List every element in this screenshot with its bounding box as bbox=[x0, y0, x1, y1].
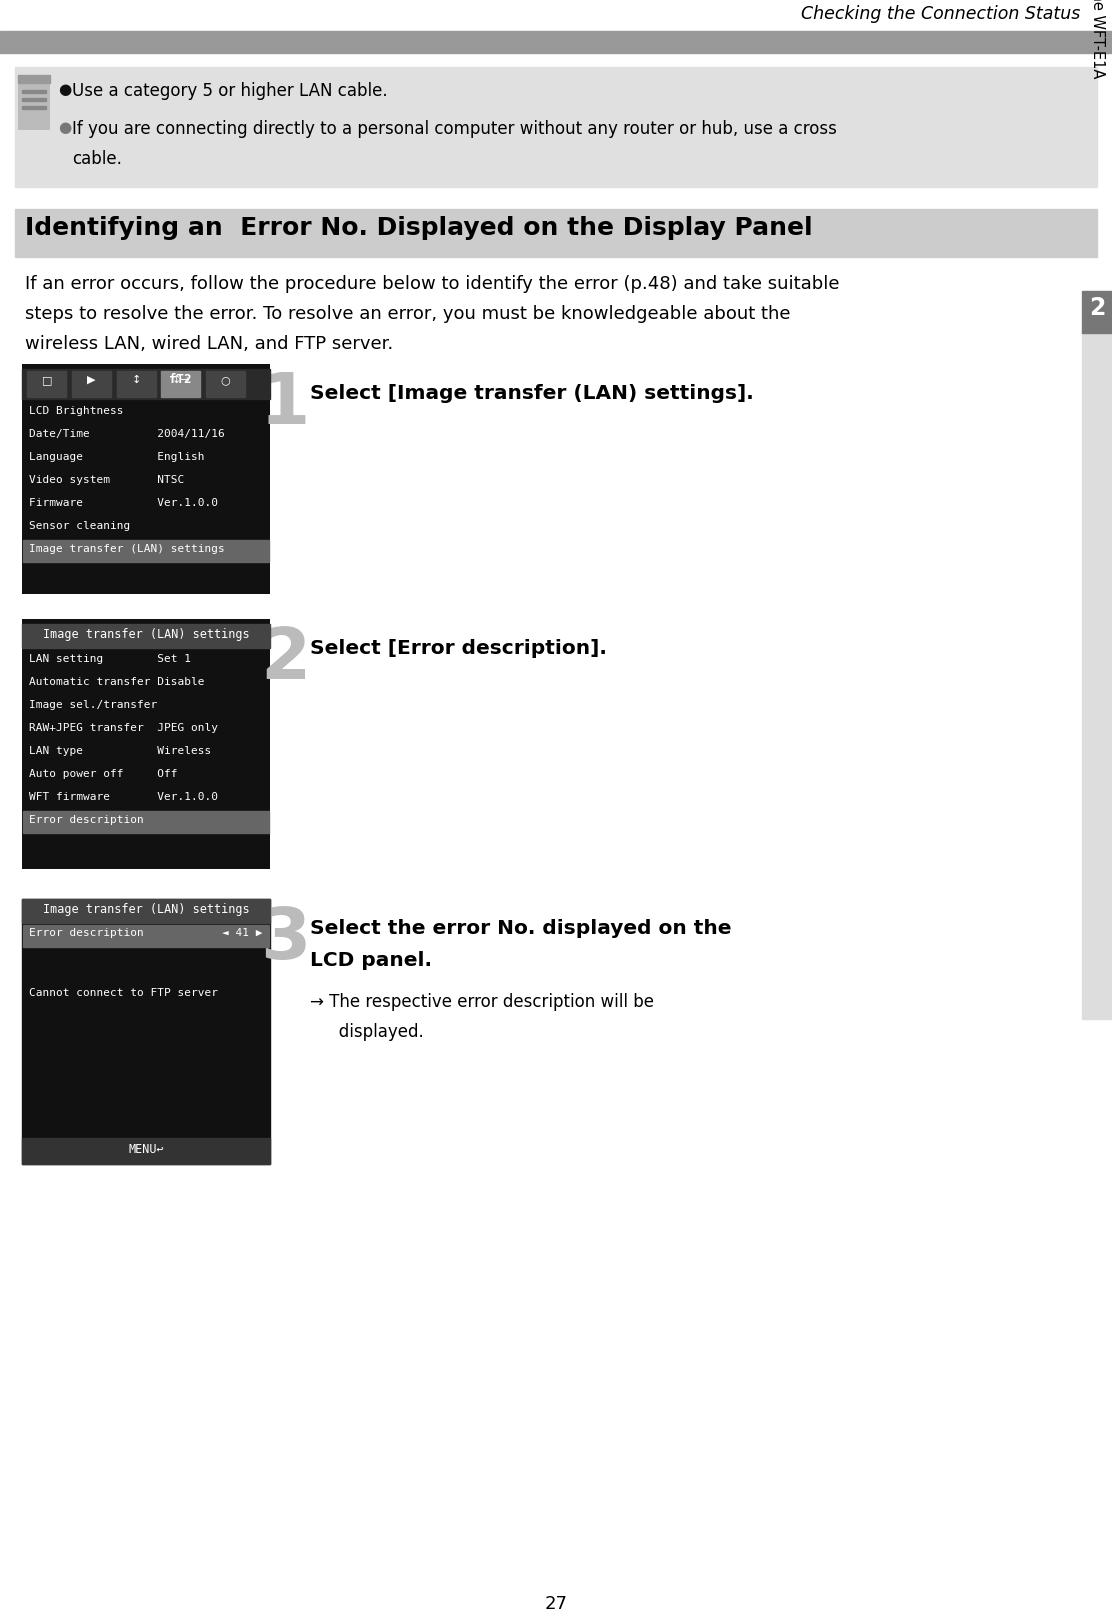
Text: Auto power off     Off: Auto power off Off bbox=[29, 768, 178, 778]
Bar bbox=[1082, 292, 1112, 334]
Text: Error description: Error description bbox=[29, 928, 143, 938]
Bar bbox=[0, 32, 1112, 53]
Bar bbox=[22, 370, 270, 400]
Text: Sensor cleaning: Sensor cleaning bbox=[29, 521, 130, 531]
Text: RAW+JPEG transfer  JPEG only: RAW+JPEG transfer JPEG only bbox=[29, 723, 218, 733]
Text: □: □ bbox=[41, 374, 52, 384]
Text: Video system       NTSC: Video system NTSC bbox=[29, 475, 185, 484]
Bar bbox=[23, 812, 269, 833]
Bar bbox=[72, 371, 111, 397]
Bar bbox=[117, 371, 156, 397]
Bar bbox=[18, 76, 50, 84]
Text: Error description: Error description bbox=[29, 815, 143, 825]
Bar bbox=[22, 899, 270, 1164]
Bar bbox=[1082, 334, 1112, 1020]
Bar bbox=[22, 107, 46, 110]
Text: fT2: fT2 bbox=[169, 373, 192, 386]
Text: displayed.: displayed. bbox=[322, 1022, 424, 1041]
Bar bbox=[22, 90, 46, 94]
Text: Identifying an  Error No. Displayed on the Display Panel: Identifying an Error No. Displayed on th… bbox=[24, 216, 813, 240]
Text: Image transfer (LAN) settings: Image transfer (LAN) settings bbox=[42, 902, 249, 915]
Text: If an error occurs, follow the procedure below to identify the error (p.48) and : If an error occurs, follow the procedure… bbox=[24, 274, 840, 292]
Text: Automatic transfer Disable: Automatic transfer Disable bbox=[29, 676, 205, 686]
Text: Select [Error description].: Select [Error description]. bbox=[310, 639, 607, 657]
Text: WFT firmware       Ver.1.0.0: WFT firmware Ver.1.0.0 bbox=[29, 791, 218, 802]
Bar bbox=[22, 625, 270, 649]
Text: 27: 27 bbox=[545, 1595, 567, 1612]
Bar bbox=[22, 98, 46, 102]
Text: Image sel./transfer: Image sel./transfer bbox=[29, 699, 157, 710]
Text: wireless LAN, wired LAN, and FTP server.: wireless LAN, wired LAN, and FTP server. bbox=[24, 334, 394, 353]
Text: 1: 1 bbox=[260, 370, 310, 439]
Text: Select [Image transfer (LAN) settings].: Select [Image transfer (LAN) settings]. bbox=[310, 384, 754, 404]
Text: cable.: cable. bbox=[72, 150, 122, 168]
Text: Language           English: Language English bbox=[29, 452, 205, 462]
Text: → The respective error description will be: → The respective error description will … bbox=[310, 993, 654, 1010]
Text: 2: 2 bbox=[260, 625, 310, 694]
Text: LCD Brightness: LCD Brightness bbox=[29, 405, 123, 416]
Bar bbox=[161, 371, 200, 397]
Bar bbox=[206, 371, 245, 397]
Text: ▶: ▶ bbox=[87, 374, 96, 384]
Bar bbox=[14, 210, 1098, 258]
Text: Setting Up the WFT-E1A: Setting Up the WFT-E1A bbox=[1090, 0, 1104, 77]
Text: LAN type           Wireless: LAN type Wireless bbox=[29, 746, 211, 755]
Text: steps to resolve the error. To resolve an error, you must be knowledgeable about: steps to resolve the error. To resolve a… bbox=[24, 305, 791, 323]
Text: Checking the Connection Status: Checking the Connection Status bbox=[801, 5, 1080, 23]
Text: ◄ 41 ▶: ◄ 41 ▶ bbox=[222, 928, 264, 938]
Text: If you are connecting directly to a personal computer without any router or hub,: If you are connecting directly to a pers… bbox=[72, 119, 837, 137]
Bar bbox=[27, 371, 66, 397]
Bar bbox=[22, 899, 270, 923]
Text: Date/Time          2004/11/16: Date/Time 2004/11/16 bbox=[29, 429, 225, 439]
Bar bbox=[18, 76, 50, 131]
Bar bbox=[14, 68, 1098, 187]
Text: Cannot connect to FTP server: Cannot connect to FTP server bbox=[29, 988, 218, 997]
Text: 2: 2 bbox=[1089, 295, 1105, 320]
Text: LAN setting        Set 1: LAN setting Set 1 bbox=[29, 654, 191, 663]
Text: ●: ● bbox=[58, 119, 71, 136]
Bar bbox=[23, 541, 269, 563]
Text: LCD panel.: LCD panel. bbox=[310, 951, 431, 970]
Text: 3: 3 bbox=[260, 904, 310, 973]
Bar bbox=[22, 620, 270, 870]
Text: Use a category 5 or higher LAN cable.: Use a category 5 or higher LAN cable. bbox=[72, 82, 388, 100]
Bar bbox=[22, 1138, 270, 1164]
Text: ↕→: ↕→ bbox=[171, 374, 190, 384]
Text: Firmware           Ver.1.0.0: Firmware Ver.1.0.0 bbox=[29, 497, 218, 508]
Text: Image transfer (LAN) settings: Image transfer (LAN) settings bbox=[29, 544, 225, 554]
Text: MENU↩: MENU↩ bbox=[128, 1143, 163, 1156]
Text: ○: ○ bbox=[220, 374, 230, 384]
Bar bbox=[23, 925, 269, 947]
Bar bbox=[22, 365, 270, 594]
Text: ●: ● bbox=[58, 82, 71, 97]
Text: ↕: ↕ bbox=[131, 374, 141, 384]
Text: Image transfer (LAN) settings: Image transfer (LAN) settings bbox=[42, 628, 249, 641]
Text: Select the error No. displayed on the: Select the error No. displayed on the bbox=[310, 918, 732, 938]
